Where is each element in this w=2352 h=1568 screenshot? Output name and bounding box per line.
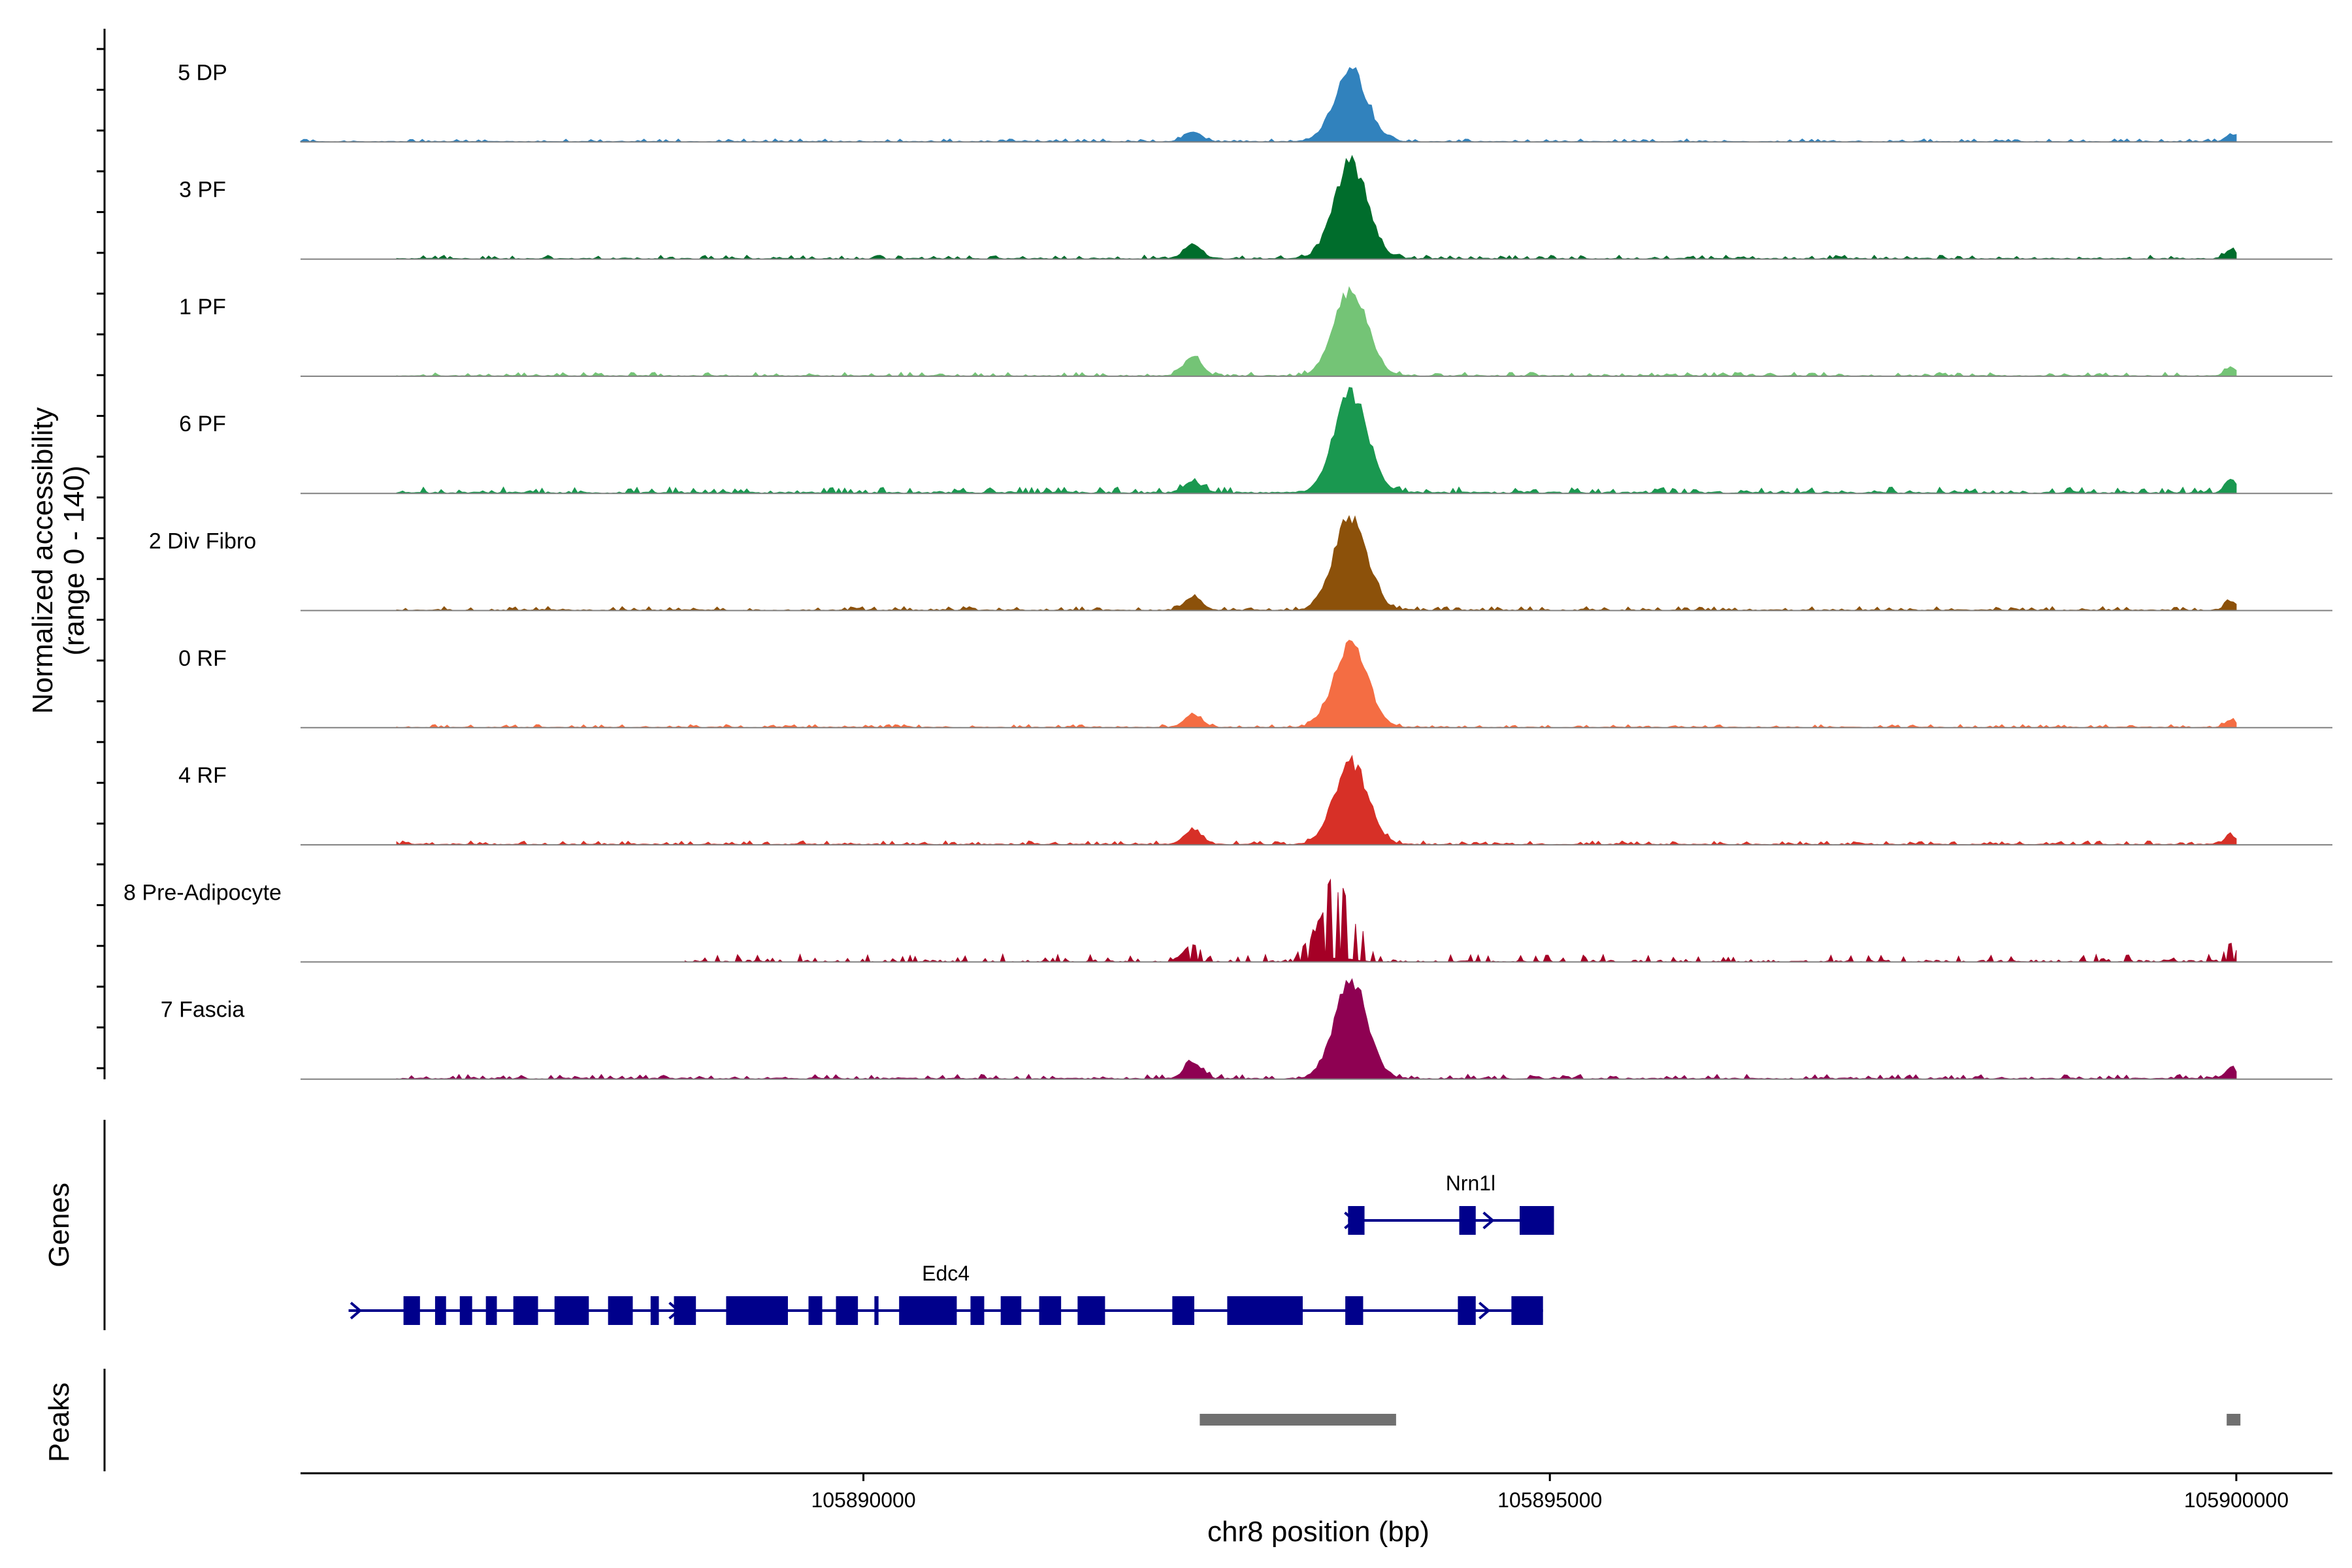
- gene-exon: [1039, 1296, 1062, 1325]
- gene-nrn1l: Nrn1l: [1344, 1171, 1554, 1235]
- track-6-pf: 6 PF: [179, 387, 2332, 495]
- track-label: 4 RF: [178, 763, 227, 788]
- strand-arrow: [668, 1301, 681, 1320]
- peaks-track-label: Peaks: [43, 1382, 75, 1462]
- gene-exon: [459, 1296, 472, 1325]
- gene-exon: [726, 1296, 788, 1325]
- gene-exon: [485, 1296, 497, 1325]
- x-tick-label: 105900000: [2184, 1488, 2289, 1512]
- track-label: 1 PF: [179, 295, 226, 319]
- accessibility-y-axis: [97, 29, 106, 1471]
- gene-label: Nrn1l: [1446, 1171, 1495, 1195]
- coverage-area: [396, 154, 2237, 260]
- track-7-fascia: 7 Fascia: [161, 978, 2332, 1080]
- coverage-area: [396, 515, 2237, 612]
- gene-exon: [608, 1296, 633, 1325]
- peak-bar: [1200, 1414, 1396, 1426]
- track-8-pre-adipocyte: 8 Pre-Adipocyte: [123, 878, 2332, 963]
- gene-exon: [1511, 1296, 1543, 1325]
- gene-exon: [1345, 1296, 1364, 1325]
- gene-exon: [836, 1296, 858, 1325]
- track-2-div-fibro: 2 Div Fibro: [149, 515, 2332, 612]
- gene-edc4: Edc4: [348, 1262, 1543, 1325]
- gene-exon: [808, 1296, 823, 1325]
- gene-exon: [434, 1296, 446, 1325]
- x-axis-title: chr8 position (bp): [1207, 1516, 1429, 1548]
- strand-arrow: [350, 1301, 363, 1320]
- peaks-track: [1200, 1414, 2241, 1426]
- coverage-area: [396, 755, 2237, 845]
- track-label: 0 RF: [178, 646, 227, 671]
- coverage-area: [300, 67, 2237, 142]
- gene-exon: [513, 1296, 538, 1325]
- y-axis-title-line1: Normalized accessibility: [27, 407, 59, 713]
- track-0-rf: 0 RF: [178, 640, 2332, 728]
- gene-exon: [650, 1296, 659, 1325]
- peak-bar: [2227, 1414, 2241, 1426]
- coverage-area: [684, 878, 2237, 963]
- gene-exon: [1077, 1296, 1105, 1325]
- track-label: 8 Pre-Adipocyte: [123, 880, 282, 905]
- x-axis: 105890000 105895000 105900000: [301, 1472, 2332, 1512]
- gene-exon: [1227, 1296, 1303, 1325]
- x-tick-label: 105895000: [1497, 1488, 1602, 1512]
- gene-exon: [1520, 1206, 1554, 1235]
- gene-exon: [899, 1296, 957, 1325]
- strand-arrow: [1482, 1211, 1495, 1230]
- strand-arrow: [1478, 1301, 1491, 1320]
- gene-exon: [1459, 1206, 1476, 1235]
- track-label: 3 PF: [179, 178, 226, 203]
- gene-exon: [1172, 1296, 1194, 1325]
- gene-exon: [1000, 1296, 1022, 1325]
- track-label: 2 Div Fibro: [149, 529, 256, 553]
- gene-annotation-track: Nrn1l Edc4: [348, 1171, 1554, 1325]
- accessibility-tracks: 5 DP 3 PF 1 PF 6 PF 2 Div Fibro 0 RF 4 RF 8 Pre…: [123, 60, 2332, 1080]
- track-1-pf: 1 PF: [179, 286, 2332, 377]
- track-4-rf: 4 RF: [178, 755, 2332, 846]
- gene-label: Edc4: [922, 1262, 970, 1285]
- strand-arrow: [1344, 1211, 1356, 1230]
- coverage-area: [396, 286, 2237, 377]
- coverage-area: [396, 640, 2237, 728]
- gene-exon: [554, 1296, 589, 1325]
- gene-exon: [1348, 1206, 1365, 1235]
- gene-exon: [874, 1296, 879, 1325]
- coverage-area: [396, 387, 2237, 495]
- track-label: 5 DP: [178, 60, 227, 85]
- coverage-area: [396, 978, 2237, 1080]
- track-label: 6 PF: [179, 412, 226, 436]
- gene-exon: [1458, 1296, 1476, 1325]
- y-axis-title-line2: (range 0 - 140): [58, 465, 90, 655]
- track-5-dp: 5 DP: [178, 60, 2332, 143]
- track-label: 7 Fascia: [161, 998, 245, 1022]
- genes-track-label: Genes: [43, 1183, 75, 1267]
- gene-exon: [403, 1296, 420, 1325]
- gene-exon: [970, 1296, 985, 1325]
- track-3-pf: 3 PF: [179, 154, 2332, 260]
- x-tick-label: 105890000: [811, 1488, 915, 1512]
